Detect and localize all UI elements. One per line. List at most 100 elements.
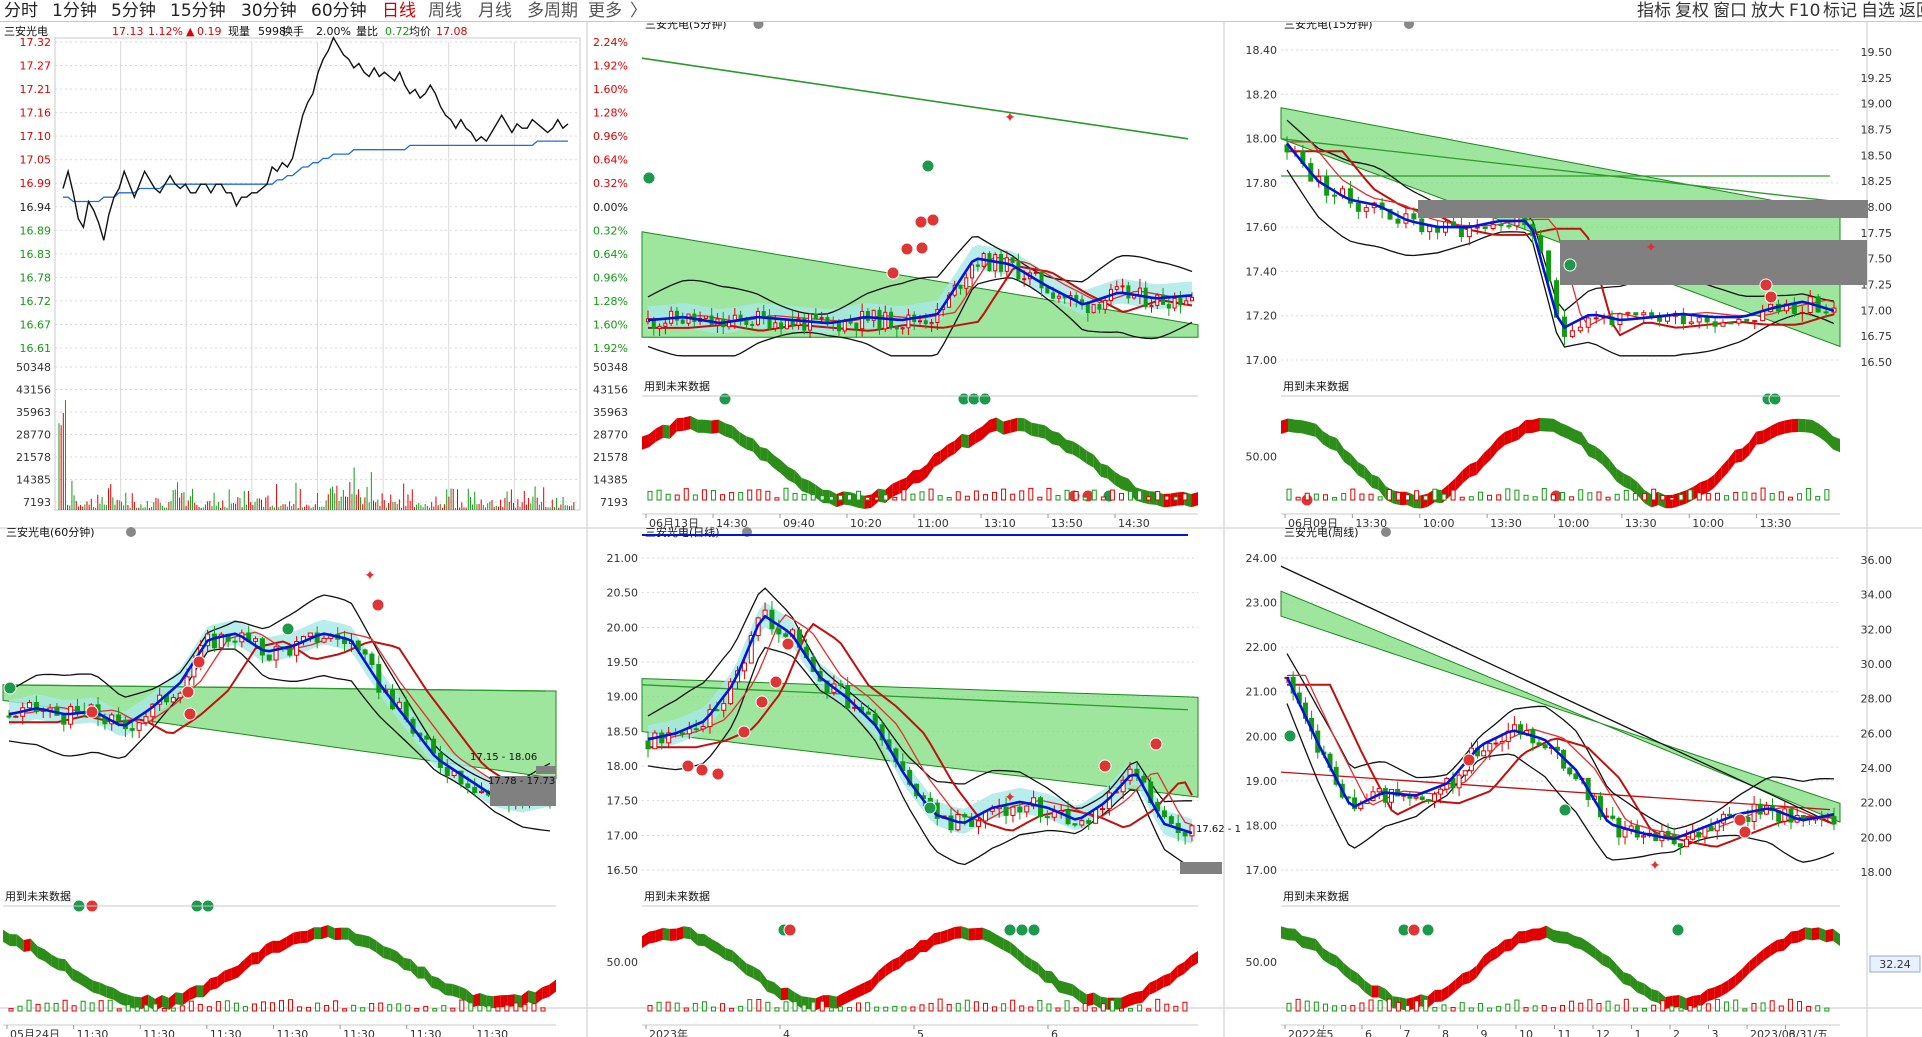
mark-button[interactable]: 标记 <box>1823 1 1857 21</box>
osc-bar <box>1769 492 1775 501</box>
indicator-button[interactable]: 指标 <box>1637 1 1671 21</box>
watchlist-button[interactable]: 自选 <box>1861 1 1895 21</box>
settings-toggle-icon[interactable] <box>126 527 136 537</box>
osc-bar <box>269 1002 275 1012</box>
settings-toggle-icon[interactable] <box>1381 527 1391 537</box>
zoom-button[interactable]: 放大 <box>1751 1 1785 21</box>
volume-tick: 14385 <box>16 474 51 487</box>
osc-bar <box>883 494 889 501</box>
osc-bar <box>1386 489 1392 501</box>
candle <box>1395 218 1401 224</box>
period-tab-weekly[interactable]: 周线 <box>428 1 462 21</box>
osc-bar <box>928 1002 934 1012</box>
osc-ribbon <box>542 984 550 1000</box>
osc-ribbon <box>321 925 328 940</box>
osc-bar <box>1368 999 1374 1012</box>
osc-ribbon <box>480 993 487 1008</box>
period-tab-15min[interactable]: 15分钟 <box>170 1 226 21</box>
osc-bar <box>1441 1004 1447 1012</box>
candle <box>1482 226 1488 230</box>
candle <box>865 711 871 715</box>
osc-bar <box>1660 1000 1666 1012</box>
osc-ribbon <box>1623 972 1631 987</box>
osc-bar <box>1642 1007 1648 1012</box>
osc-ribbon <box>927 933 934 952</box>
osc-bar <box>477 1005 483 1012</box>
osc-bar <box>1377 496 1383 501</box>
price-tick: 16.50 <box>607 864 639 877</box>
sell-signal-icon <box>711 767 725 781</box>
osc-bar <box>468 1002 474 1012</box>
osc-bar <box>80 1000 86 1012</box>
x-tick-label: 10:00 <box>1423 517 1455 530</box>
candle <box>1161 810 1167 818</box>
osc-bar <box>901 489 907 501</box>
osc-ribbon <box>655 424 663 442</box>
candle <box>1091 303 1096 314</box>
osc-bar <box>810 494 816 501</box>
osc-ribbon <box>1142 489 1150 505</box>
osc-bar <box>495 1006 501 1012</box>
period-tab-60min[interactable]: 60分钟 <box>311 1 367 21</box>
osc-ribbon <box>1700 479 1708 496</box>
period-tab-more[interactable]: 更多 <box>588 1 622 21</box>
daily-panel: 三安光电(日线) 21.00 20.50 20.00 19.50 19.00 18.50 18… <box>607 525 1222 1037</box>
osc-ribbon <box>486 995 494 1009</box>
window-button[interactable]: 窗口 <box>1713 1 1747 21</box>
candle <box>1166 303 1171 309</box>
candle <box>1099 808 1105 811</box>
osc-bar <box>846 494 852 501</box>
period-tab-multi[interactable]: 多周期 <box>527 1 578 21</box>
period-tab-monthly[interactable]: 月线 <box>478 1 512 21</box>
candle <box>860 311 865 330</box>
osc-ribbon <box>1665 494 1673 509</box>
osc-ribbon <box>403 957 411 972</box>
osc-ribbon <box>892 956 900 972</box>
candle <box>1172 297 1177 309</box>
osc-bar <box>1055 1007 1061 1012</box>
back-button[interactable]: 返回 <box>1899 1 1922 21</box>
buy-signal-icon <box>1003 923 1017 937</box>
candle <box>362 649 368 655</box>
osc-ribbon <box>697 419 705 433</box>
candle <box>1458 225 1464 238</box>
osc-bar <box>910 493 916 501</box>
osc-bar <box>1523 1007 1529 1012</box>
osc-ribbon <box>1777 938 1785 952</box>
period-tab-30min[interactable]: 30分钟 <box>241 1 297 21</box>
buy-signal-icon <box>1558 803 1572 817</box>
osc-bar <box>1696 492 1702 501</box>
osc-bar <box>964 999 970 1012</box>
osc-bar <box>1359 493 1365 501</box>
more-chevron-icon[interactable]: 〉 <box>630 1 647 21</box>
osc-ribbon <box>417 966 425 979</box>
settings-toggle-icon[interactable] <box>753 22 764 29</box>
period-tab-5min[interactable]: 5分钟 <box>111 1 156 21</box>
osc-bar <box>288 999 294 1012</box>
period-tab-daily[interactable]: 日线 <box>382 1 416 21</box>
settings-toggle-icon[interactable] <box>1404 22 1414 29</box>
osc-ribbon <box>1059 980 1066 995</box>
osc-bar <box>486 1005 492 1012</box>
period-tab-timeshare[interactable]: 分时 <box>4 1 38 21</box>
osc-bar <box>1541 1005 1547 1012</box>
sell-signal-icon <box>737 725 751 739</box>
osc-ribbon <box>1288 928 1295 941</box>
period-tab-1min[interactable]: 1分钟 <box>52 1 97 21</box>
pct-tick: 0.32% <box>593 224 628 237</box>
osc-ribbon <box>1135 990 1143 1004</box>
osc-bar <box>1560 492 1565 501</box>
candle <box>680 319 685 324</box>
x-tick-label: 09:40 <box>783 517 815 530</box>
candle <box>218 633 224 649</box>
candle <box>1155 294 1160 306</box>
adjust-rights-button[interactable]: 复权 <box>1675 1 1709 21</box>
osc-ribbon <box>655 927 663 943</box>
candle <box>1831 816 1837 825</box>
osc-ribbon <box>1763 944 1771 962</box>
osc-ribbon <box>767 979 774 995</box>
osc-bar <box>1651 488 1657 501</box>
osc-ribbon <box>760 970 768 992</box>
f10-button[interactable]: F10 <box>1789 1 1821 21</box>
osc-ribbon <box>390 948 397 964</box>
